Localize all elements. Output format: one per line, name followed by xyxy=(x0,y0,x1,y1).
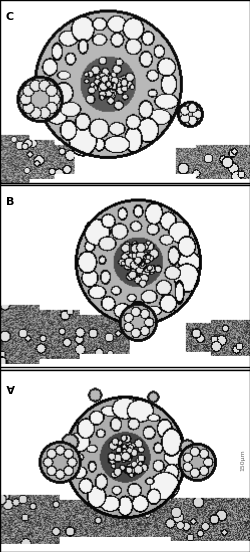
Text: 150μm: 150μm xyxy=(240,449,246,471)
Text: C: C xyxy=(6,12,14,22)
Text: B: B xyxy=(6,197,14,207)
Text: A: A xyxy=(6,382,15,392)
